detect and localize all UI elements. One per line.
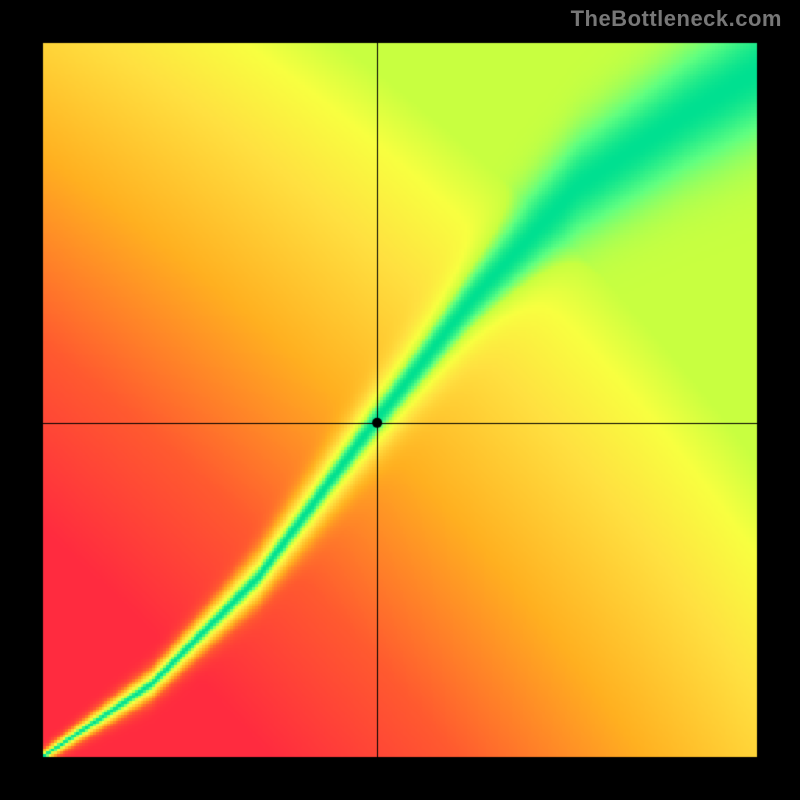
heatmap-canvas xyxy=(0,0,800,800)
chart-container: TheBottleneck.com xyxy=(0,0,800,800)
watermark-text: TheBottleneck.com xyxy=(571,6,782,32)
